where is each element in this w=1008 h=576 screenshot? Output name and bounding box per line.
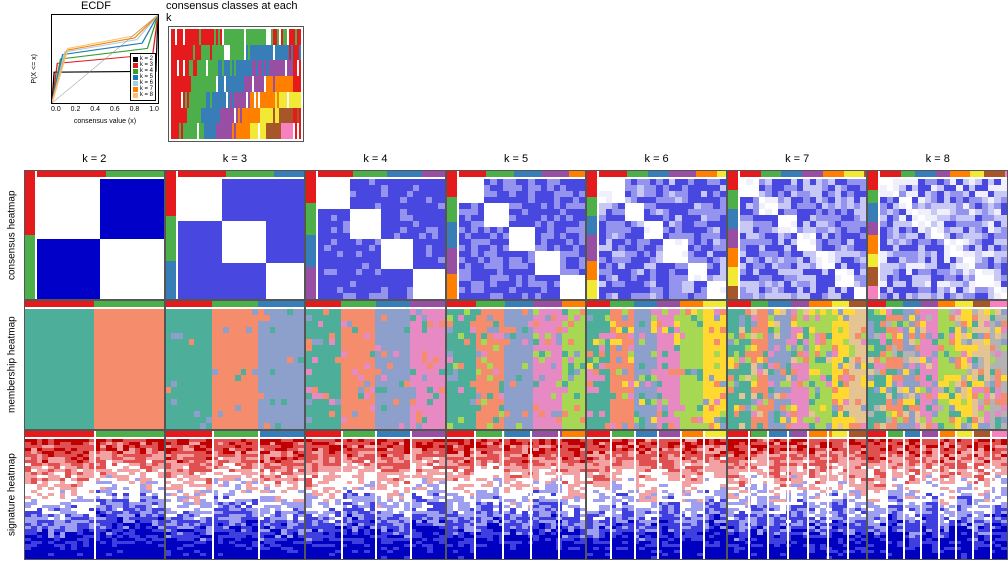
consensus-heatmap-cell (305, 170, 446, 300)
ecdf-xlabel: consensus value (x) (51, 118, 159, 125)
signature-heatmap-cell (446, 430, 587, 560)
grid-column: k = 2 (24, 152, 165, 560)
row-labels: consensus heatmapmembership heatmapsigna… (0, 152, 24, 560)
membership-heatmap-cell (446, 300, 587, 430)
grid-column: k = 8 (867, 152, 1008, 560)
grid-column: k = 3 (165, 152, 306, 560)
signature-heatmap-cell (165, 430, 306, 560)
ecdf-plot: k = 2k = 3k = 4k = 5k = 6k = 7k = 8 (51, 14, 159, 104)
consensus-heatmap-cell (24, 170, 165, 300)
consensus-heatmap-cell (446, 170, 587, 300)
column-title: k = 2 (24, 152, 165, 170)
ecdf-panel: ECDF P(X <= x) k = 2k = 3k = 4k = 5k = 6… (30, 0, 162, 150)
signature-heatmap-cell (586, 430, 727, 560)
column-title: k = 7 (727, 152, 868, 170)
grid-column: k = 4 (305, 152, 446, 560)
column-title: k = 6 (586, 152, 727, 170)
ecdf-title: ECDF (81, 0, 111, 12)
row-label: consensus heatmap (0, 170, 24, 300)
consensus-classes-title: consensus classes at each k (166, 0, 306, 24)
membership-heatmap-cell (867, 300, 1008, 430)
consensus-classes-heatmap (168, 26, 304, 142)
membership-heatmap-cell (165, 300, 306, 430)
row-label: membership heatmap (0, 300, 24, 430)
signature-heatmap-cell (305, 430, 446, 560)
ecdf-ylabel: P(X <= x) (31, 54, 38, 84)
consensus-heatmap-cell (165, 170, 306, 300)
column-title: k = 8 (867, 152, 1008, 170)
signature-heatmap-cell (727, 430, 868, 560)
figure-container: ECDF P(X <= x) k = 2k = 3k = 4k = 5k = 6… (0, 0, 1008, 576)
membership-heatmap-cell (305, 300, 446, 430)
consensus-heatmap-cell (867, 170, 1008, 300)
consensus-heatmap-cell (727, 170, 868, 300)
membership-heatmap-cell (24, 300, 165, 430)
grid-column: k = 7 (727, 152, 868, 560)
consensus-classes-panel: consensus classes at each k (166, 0, 306, 150)
ecdf-legend: k = 2k = 3k = 4k = 5k = 6k = 7k = 8 (130, 53, 156, 101)
main-grid: consensus heatmapmembership heatmapsigna… (0, 152, 1008, 560)
grid-column: k = 6 (586, 152, 727, 560)
legend-item: k = 8 (133, 92, 153, 98)
column-title: k = 4 (305, 152, 446, 170)
row-label: signature heatmap (0, 430, 24, 560)
signature-heatmap-cell (867, 430, 1008, 560)
consensus-heatmap-cell (586, 170, 727, 300)
grid-column: k = 5 (446, 152, 587, 560)
signature-heatmap-cell (24, 430, 165, 560)
top-row: ECDF P(X <= x) k = 2k = 3k = 4k = 5k = 6… (30, 0, 306, 150)
column-title: k = 5 (446, 152, 587, 170)
column-title: k = 3 (165, 152, 306, 170)
membership-heatmap-cell (727, 300, 868, 430)
membership-heatmap-cell (586, 300, 727, 430)
